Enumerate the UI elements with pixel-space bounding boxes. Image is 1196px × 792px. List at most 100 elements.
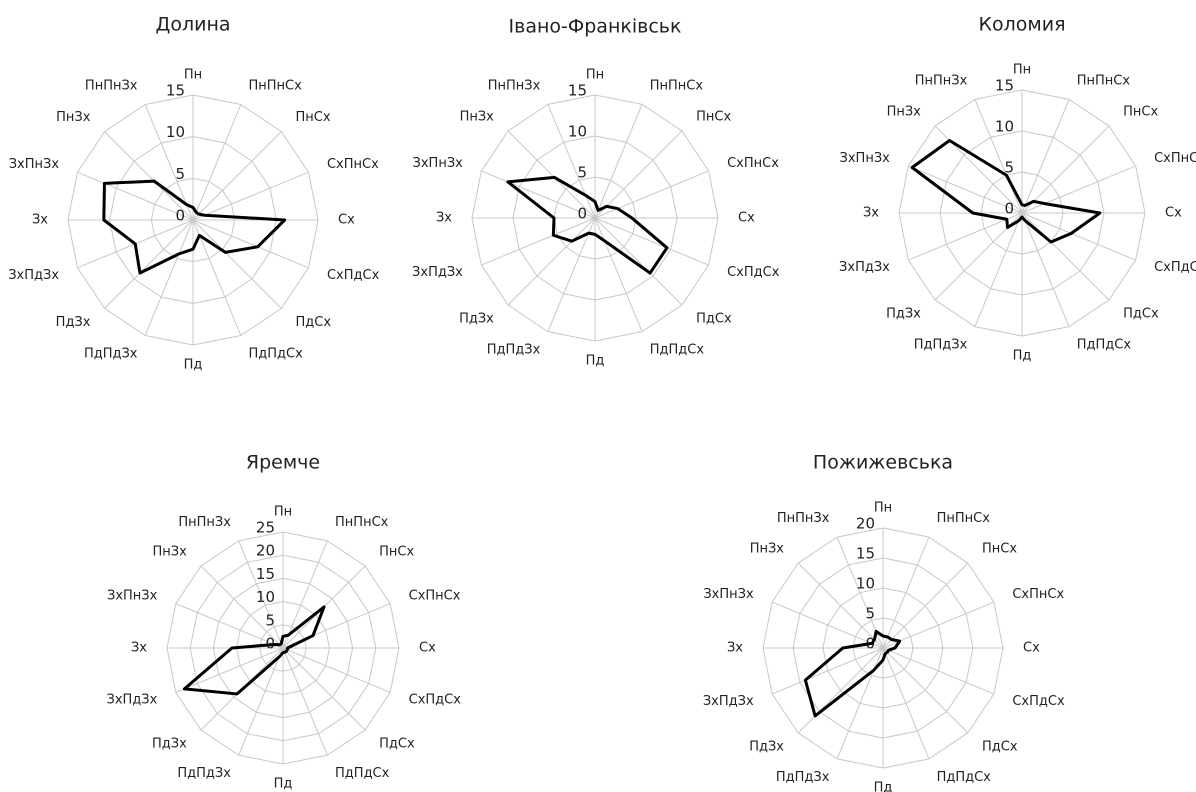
category-label: СхПнСх bbox=[327, 157, 379, 172]
tick-label: 15 bbox=[256, 565, 275, 583]
category-label: Пд bbox=[184, 358, 203, 373]
spoke bbox=[282, 540, 328, 649]
category-label: Сх bbox=[419, 641, 436, 656]
spoke bbox=[836, 536, 884, 649]
category-label: ПнПнЗх bbox=[178, 515, 231, 530]
spoke bbox=[974, 212, 1023, 327]
category-label: ПнПнЗх bbox=[85, 79, 138, 94]
chart-title: Пожижевська bbox=[813, 452, 953, 474]
category-label: Сх bbox=[338, 213, 355, 228]
category-label: ПнСх bbox=[696, 109, 731, 124]
category-label: Пд bbox=[874, 781, 893, 792]
data-line bbox=[506, 175, 669, 275]
category-label: Пн bbox=[1013, 63, 1031, 78]
chart-title: Івано-Франківськ bbox=[509, 16, 682, 38]
spoke bbox=[1021, 125, 1110, 214]
tick-label: 5 bbox=[865, 605, 875, 623]
tick-label: 0 bbox=[577, 205, 587, 223]
spoke bbox=[882, 562, 969, 649]
spoke bbox=[1021, 165, 1136, 214]
tick-label: 5 bbox=[1004, 159, 1014, 177]
data-line bbox=[803, 629, 902, 718]
category-label: Пд bbox=[586, 354, 605, 369]
category-label: Зх bbox=[32, 213, 48, 228]
spoke bbox=[77, 171, 194, 221]
category-label: ПдЗх bbox=[749, 739, 784, 754]
data-line bbox=[102, 179, 287, 275]
category-label: ПнЗх bbox=[887, 104, 922, 119]
tick-label: 20 bbox=[856, 515, 875, 533]
spoke bbox=[882, 647, 969, 734]
spoke bbox=[771, 601, 884, 649]
spoke bbox=[908, 165, 1023, 214]
category-label: Сх bbox=[738, 211, 755, 226]
tick-label: 15 bbox=[995, 77, 1014, 95]
category-label: ЗхПнЗх bbox=[9, 157, 60, 172]
tick-label: 10 bbox=[166, 123, 185, 141]
spoke bbox=[104, 131, 194, 221]
category-label: ПнПнСх bbox=[248, 79, 302, 94]
chart-title: Коломия bbox=[979, 14, 1066, 36]
tick-label: 5 bbox=[577, 164, 587, 182]
spoke bbox=[594, 217, 643, 332]
spoke bbox=[282, 647, 391, 693]
spoke bbox=[192, 104, 242, 221]
tick-label: 5 bbox=[175, 165, 185, 183]
spoke bbox=[507, 217, 596, 306]
spoke bbox=[144, 104, 194, 221]
category-label: ЗхПдЗх bbox=[839, 260, 890, 275]
category-label: ПдПдЗх bbox=[177, 766, 231, 781]
spoke bbox=[797, 647, 884, 734]
spoke bbox=[1021, 212, 1136, 261]
category-label: ПдПдСх bbox=[248, 346, 303, 361]
category-label: ПнПнСх bbox=[1077, 73, 1131, 88]
category-label: СхПдСх bbox=[409, 693, 462, 708]
tick-label: 25 bbox=[256, 519, 275, 537]
category-label: Зх bbox=[863, 206, 879, 221]
category-label: ПнСх bbox=[379, 544, 414, 559]
spoke bbox=[771, 647, 884, 695]
spoke bbox=[974, 99, 1023, 214]
category-label: ПдЗх bbox=[459, 312, 494, 327]
category-label: Пн bbox=[874, 501, 892, 516]
tick-label: 10 bbox=[995, 118, 1014, 136]
spoke bbox=[144, 219, 194, 336]
spoke bbox=[594, 170, 709, 219]
category-label: ЗхПнЗх bbox=[413, 156, 464, 171]
spoke bbox=[882, 647, 995, 695]
spoke bbox=[238, 540, 284, 649]
category-label: ЗхПнЗх bbox=[840, 151, 891, 166]
category-label: ПнПнЗх bbox=[488, 78, 541, 93]
category-label: ПдСх bbox=[1123, 307, 1159, 322]
category-label: ПдСх bbox=[296, 315, 332, 330]
category-label: Пн bbox=[586, 68, 604, 83]
spoke bbox=[908, 212, 1023, 261]
tick-label: 15 bbox=[166, 82, 185, 100]
spoke bbox=[594, 104, 643, 219]
category-label: СхПнСх bbox=[727, 156, 779, 171]
category-label: ПдПдСх bbox=[1077, 338, 1132, 353]
category-label: Зх bbox=[727, 641, 743, 656]
spoke bbox=[192, 219, 309, 269]
spoke bbox=[175, 647, 284, 693]
spoke bbox=[882, 601, 995, 649]
spoke bbox=[481, 217, 596, 266]
tick-label: 15 bbox=[856, 545, 875, 563]
category-label: ЗхПдЗх bbox=[8, 268, 59, 283]
category-label: ПдПдСх bbox=[335, 766, 390, 781]
tick-label: 0 bbox=[1004, 200, 1014, 218]
category-label: Пд bbox=[1013, 349, 1032, 364]
spoke bbox=[594, 217, 709, 266]
category-label: СхПнСх bbox=[1012, 587, 1064, 602]
spoke bbox=[175, 603, 284, 649]
category-label: ПдПдСх bbox=[937, 770, 992, 785]
category-label: ПнСх bbox=[982, 542, 1017, 557]
category-label: Сх bbox=[1165, 206, 1182, 221]
category-label: ПнСх bbox=[1123, 104, 1158, 119]
category-label: ПнПнЗх bbox=[915, 73, 968, 88]
spoke bbox=[594, 217, 683, 306]
category-label: СхПдСх bbox=[1012, 694, 1065, 709]
category-label: ПнЗх bbox=[56, 110, 91, 125]
category-label: СхПнСх bbox=[1154, 151, 1196, 166]
category-label: ПнЗх bbox=[750, 542, 785, 557]
